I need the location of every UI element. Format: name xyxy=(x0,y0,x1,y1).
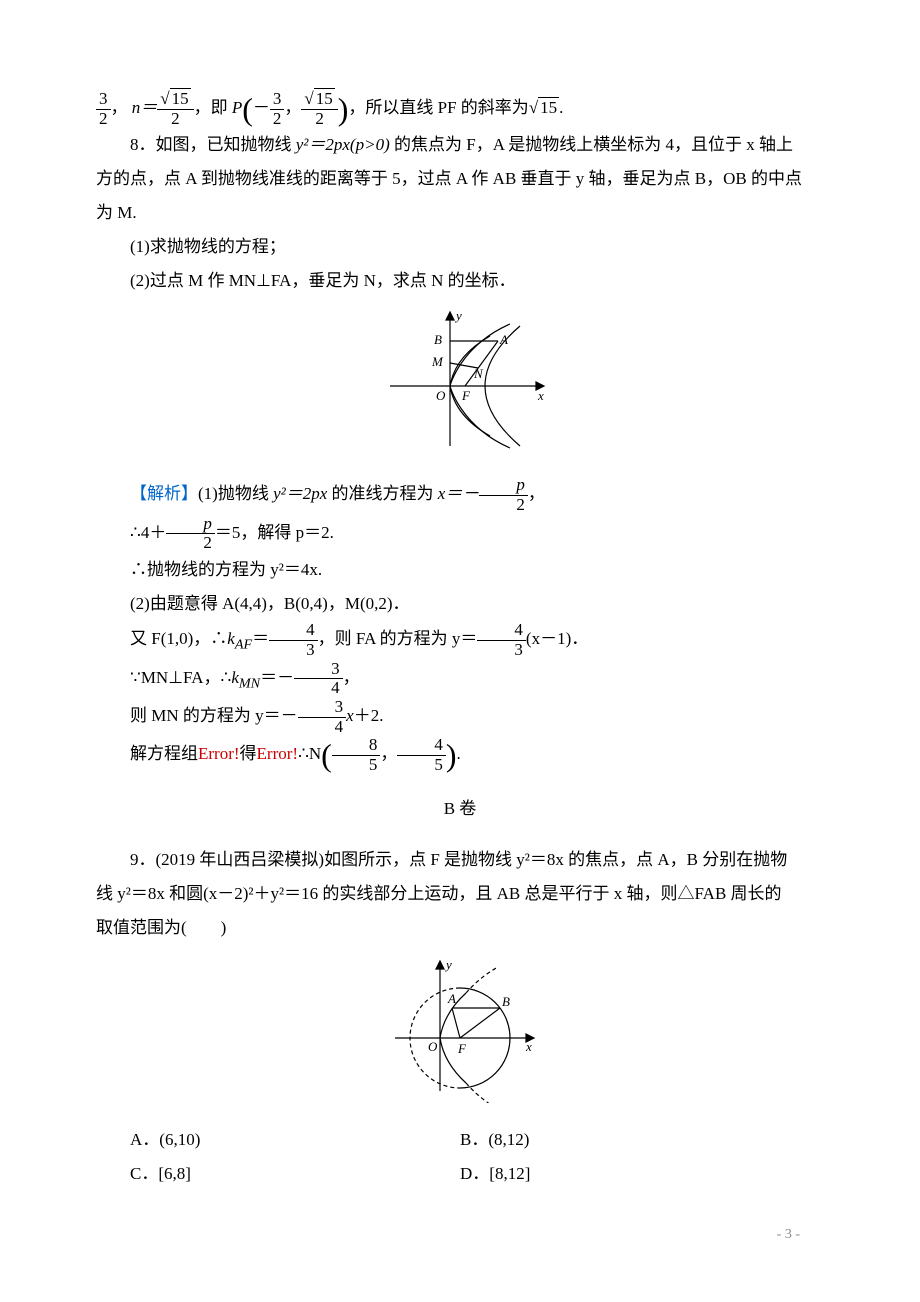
svg-text:A: A xyxy=(499,332,508,347)
answer-c: C．[6,8] xyxy=(96,1157,460,1191)
svg-text:A: A xyxy=(447,991,456,1006)
q8-line2: 方的点，点 A 到抛物线准线的距离等于 5，过点 A 作 AB 垂直于 y 轴，… xyxy=(96,162,824,196)
solution-line6: ∵MN⊥FA，∴kMN＝－34， xyxy=(96,660,824,698)
solution-label: 【解析】 xyxy=(130,484,198,503)
line1: 32， n＝√152，即 P(－32，√152)，所以直线 PF 的斜率为√15… xyxy=(96,90,824,128)
svg-text:F: F xyxy=(457,1041,467,1056)
q8-part1: (1)求抛物线的方程； xyxy=(96,230,824,264)
svg-text:y: y xyxy=(454,308,462,323)
frac-sqrt15-2: √152 xyxy=(157,90,193,128)
answer-row-1: A．(6,10) B．(8,12) xyxy=(96,1123,824,1157)
solution-line2: ∴4＋p2＝5，解得 p＝2. xyxy=(96,515,824,553)
svg-text:M: M xyxy=(431,354,444,369)
solution-line5: 又 F(1,0)，∴kAF＝43，则 FA 的方程为 y＝43(x－1)． xyxy=(96,621,824,659)
answer-row-2: C．[6,8] D．[8,12] xyxy=(96,1157,824,1191)
solution-line7: 则 MN 的方程为 y＝－34x＋2. xyxy=(96,698,824,736)
svg-text:x: x xyxy=(525,1039,532,1054)
svg-text:y: y xyxy=(444,957,452,972)
q9-line2: 线 y²＝8x 和圆(x－2)²＋y²＝16 的实线部分上运动，且 AB 总是平… xyxy=(96,877,824,911)
svg-text:x: x xyxy=(537,388,544,403)
solution-line8: 解方程组Error!得Error!∴N(85，45). xyxy=(96,736,824,774)
solution-line1: 【解析】(1)抛物线 y²＝2px 的准线方程为 x＝－p2， xyxy=(96,476,824,514)
q9-line3: 取值范围为( ) xyxy=(96,911,824,945)
solution-line4: (2)由题意得 A(4,4)，B(0,4)，M(0,2)． xyxy=(96,587,824,621)
solution-line3: ∴抛物线的方程为 y²＝4x. xyxy=(96,553,824,587)
q8-line3: 为 M. xyxy=(96,196,824,230)
frac-3-2: 32 xyxy=(96,90,111,128)
section-b-title: B 卷 xyxy=(96,792,824,826)
answer-b: B．(8,12) xyxy=(460,1123,824,1157)
svg-text:B: B xyxy=(434,332,442,347)
figure-parabola-circle: y x A B O F xyxy=(96,953,824,1115)
answer-a: A．(6,10) xyxy=(96,1123,460,1157)
error-text-1: Error! xyxy=(198,744,240,763)
q8-line1: 8．如图，已知抛物线 y²＝2px(p>0) 的焦点为 F，A 是抛物线上横坐标… xyxy=(96,128,824,162)
q9-line1: 9．(2019 年山西吕梁模拟)如图所示，点 F 是抛物线 y²＝8x 的焦点，… xyxy=(96,843,824,877)
svg-text:F: F xyxy=(461,388,471,403)
svg-text:O: O xyxy=(428,1039,438,1054)
svg-text:B: B xyxy=(502,994,510,1009)
error-text-2: Error! xyxy=(257,744,299,763)
svg-text:O: O xyxy=(436,388,446,403)
answer-d: D．[8,12] xyxy=(460,1157,824,1191)
svg-text:N: N xyxy=(473,366,484,381)
figure-parabola-1: y x B A M N O F xyxy=(96,306,824,468)
page-number: - 3 - xyxy=(96,1191,824,1249)
q8-part2: (2)过点 M 作 MN⊥FA，垂足为 N，求点 N 的坐标． xyxy=(96,264,824,298)
